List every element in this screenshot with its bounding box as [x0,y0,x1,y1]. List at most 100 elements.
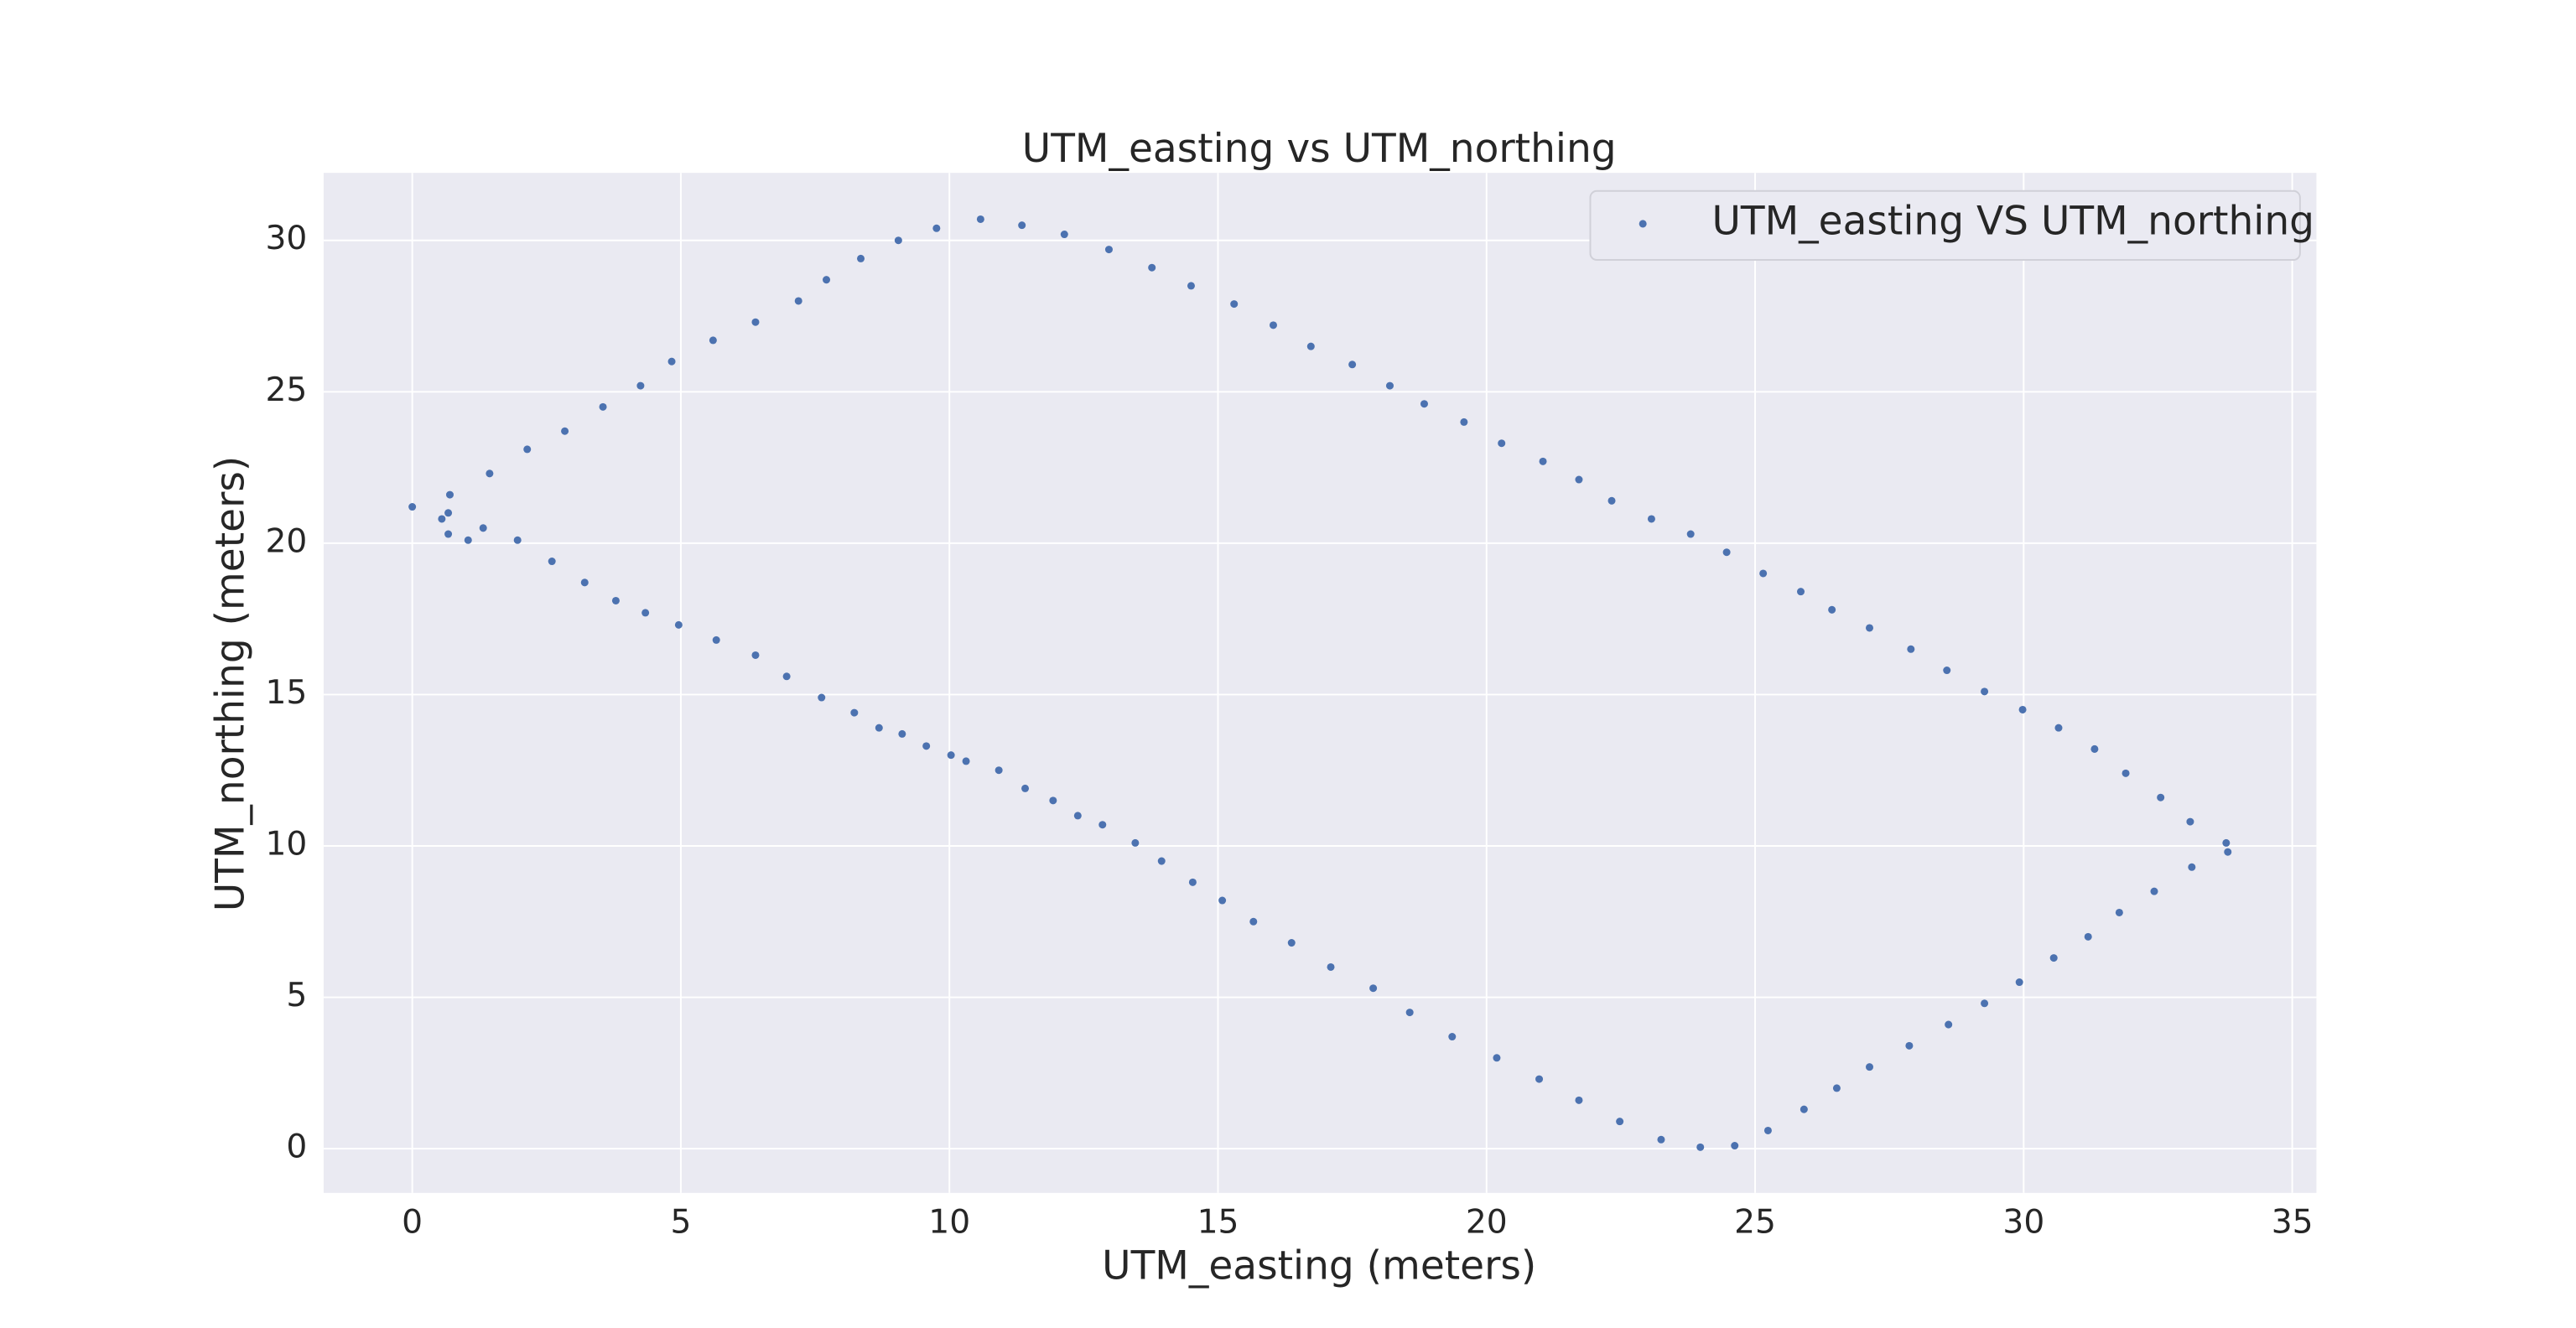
scatter-point [782,672,791,681]
scatter-point [523,445,532,454]
scatter-point [932,224,941,232]
scatter-point [1249,917,1258,926]
scatter-point [2157,793,2165,801]
scatter-point [1905,1041,1914,1050]
scatter-point [1218,896,1227,905]
scatter-point [636,381,645,390]
scatter-point [2150,887,2158,895]
x-axis-label: UTM_easting (meters) [1102,1242,1536,1289]
scatter-point [580,578,589,587]
scatter-point [751,318,760,326]
y-tick-label: 25 [266,371,308,409]
chart-title: UTM_easting vs UTM_northing [1022,126,1617,172]
scatter-point [1607,496,1616,505]
scatter-point [599,402,607,411]
y-tick-label: 10 [266,826,308,864]
y-tick-label: 5 [286,977,307,1014]
scatter-point [894,236,902,245]
legend-label: UTM_easting VS UTM_northing [1711,198,2314,244]
scatter-point [2186,817,2194,826]
scatter-point [1759,569,1768,578]
scatter-point [1493,1054,1501,1062]
scatter-point [1021,784,1030,792]
x-tick-label: 5 [670,1204,691,1242]
scatter-point [1385,381,1394,390]
scatter-point [1306,342,1315,350]
y-axis-label: UTM_northing (meters) [208,456,254,912]
scatter-point [1575,475,1583,484]
scatter-point [444,509,453,517]
scatter-point [479,524,487,532]
x-tick-label: 10 [928,1204,970,1242]
scatter-point [1981,687,1989,696]
legend: UTM_easting VS UTM_northing [1589,189,2314,262]
scatter-point [2122,769,2130,777]
scatter-point [850,708,859,717]
scatter-point [1287,939,1296,947]
scatter-point [1797,588,1805,596]
scatter-point [857,254,865,262]
scatter-point [667,357,676,366]
scatter-point [464,536,472,544]
scatter-point [1731,1142,1739,1150]
scatter-point [1187,282,1195,290]
scatter-point [712,635,720,644]
scatter-point [1498,439,1506,448]
scatter-point [1460,418,1468,426]
scatter-point [486,469,494,478]
scatter-point [875,724,883,732]
x-tick-label: 15 [1197,1204,1239,1242]
scatter-point [1420,400,1428,408]
scatter-point [2015,978,2023,987]
scatter-point [1800,1105,1808,1113]
scatter-point [1131,838,1140,847]
scatter-point [1686,530,1695,538]
y-tick-label: 30 [266,220,308,257]
plot-background [323,173,2317,1193]
legend-marker [1639,220,1647,228]
scatter-point [641,609,650,617]
scatter-point [2054,724,2063,732]
scatter-point [513,536,522,544]
scatter-point [444,530,453,538]
scatter-point [1049,796,1057,805]
scatter-point [1696,1143,1705,1151]
scatter-point [1575,1096,1583,1104]
scatter-point [561,427,569,435]
scatter-point [445,490,454,499]
scatter-point [751,651,760,659]
scatter-point [976,215,984,223]
scatter-point [2018,705,2027,713]
scatter-point [1348,361,1357,369]
scatter-point [1945,1020,1953,1029]
scatter-point [709,336,717,345]
scatter-point [1832,1084,1841,1092]
scatter-point [1865,1063,1874,1071]
scatter-point [1828,605,1836,614]
x-tick-label: 35 [2272,1204,2314,1242]
x-tick-label: 20 [1466,1204,1508,1242]
scatter-point [1148,263,1156,272]
y-tick-label: 15 [266,674,308,712]
scatter-point [1405,1009,1414,1017]
scatter-point [1616,1118,1624,1126]
scatter-point [1865,624,1874,632]
x-tick-label: 30 [2002,1204,2044,1242]
scatter-point [408,503,417,511]
scatter-point [1535,1075,1544,1083]
scatter-point [2188,863,2196,871]
scatter-point [674,620,683,629]
scatter-point [2224,848,2232,856]
scatter-point [2090,744,2099,753]
scatter-point [2049,954,2058,962]
scatter-point [1157,857,1166,865]
scatter-point [1269,321,1277,329]
scatter-point [2115,908,2123,916]
scatter-point [611,596,620,604]
scatter-point [1943,667,1951,675]
y-tick-label: 20 [266,522,308,560]
scatter-point [962,757,970,765]
scatter-point [1722,548,1731,557]
scatter-point [823,276,831,284]
scatter-point [2222,838,2231,847]
